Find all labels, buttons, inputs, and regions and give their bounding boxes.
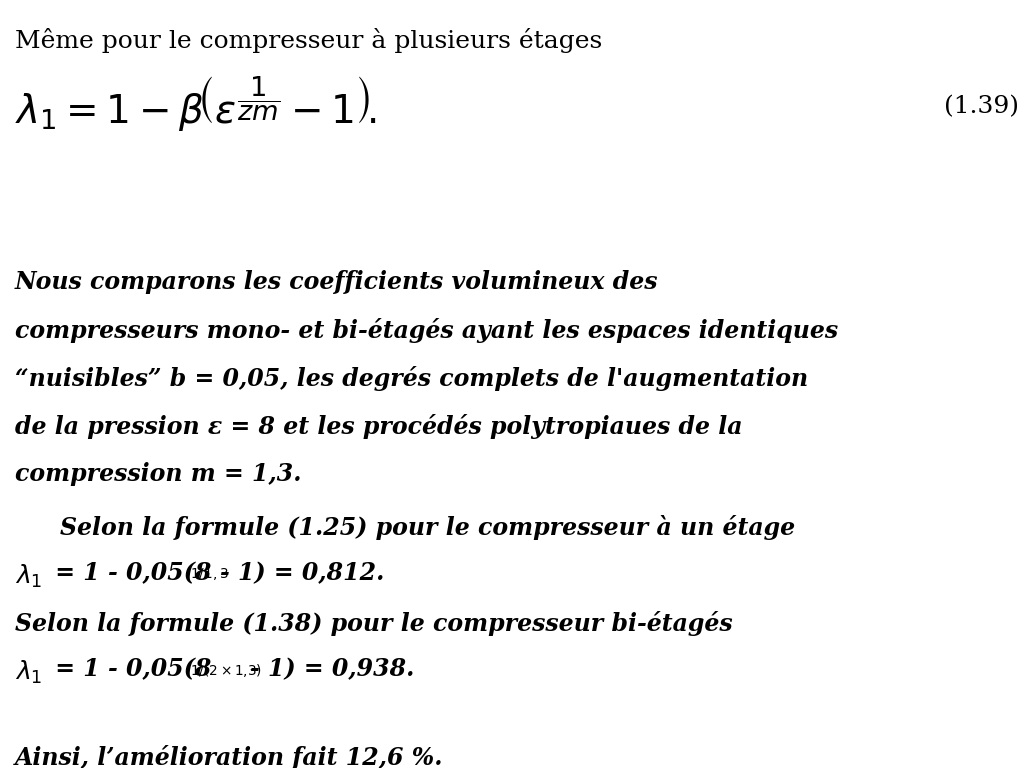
Text: $\lambda_1$: $\lambda_1$ xyxy=(15,563,42,590)
Text: = 1 - 0,05(8: = 1 - 0,05(8 xyxy=(47,561,211,585)
Text: compresseurs mono- et bi-étagés ayant les espaces identiques: compresseurs mono- et bi-étagés ayant le… xyxy=(15,318,838,343)
Text: - 1) = 0,938.: - 1) = 0,938. xyxy=(250,657,415,681)
Text: $^{1/(2\times1{,}3)}$: $^{1/(2\times1{,}3)}$ xyxy=(190,666,262,684)
Text: $\lambda_1 = 1 - \beta\!\left(\varepsilon^{\dfrac{1}{zm}} - 1\right)\!.$: $\lambda_1 = 1 - \beta\!\left(\varepsilo… xyxy=(15,75,377,134)
Text: compression m = 1,3.: compression m = 1,3. xyxy=(15,462,301,486)
Text: (1.39): (1.39) xyxy=(944,95,1019,118)
Text: Même pour le compresseur à plusieurs étages: Même pour le compresseur à plusieurs éta… xyxy=(15,28,602,53)
Text: Nous comparons les coefficients volumineux des: Nous comparons les coefficients volumine… xyxy=(15,270,658,294)
Text: $^{1/1,3}$: $^{1/1,3}$ xyxy=(190,570,228,588)
Text: de la pression ε = 8 et les procédés polytropiaues de la: de la pression ε = 8 et les procédés pol… xyxy=(15,414,742,439)
Text: Selon la formule (1.25) pour le compresseur à un étage: Selon la formule (1.25) pour le compress… xyxy=(60,515,795,540)
Text: - 1) = 0,812.: - 1) = 0,812. xyxy=(220,561,384,585)
Text: $\lambda_1$: $\lambda_1$ xyxy=(15,659,42,686)
Text: Selon la formule (1.38) pour le compresseur bi-étagés: Selon la formule (1.38) pour le compress… xyxy=(15,611,732,636)
Text: = 1 - 0,05(8: = 1 - 0,05(8 xyxy=(47,657,211,681)
Text: “nuisibles” b = 0,05, les degrés complets de l'augmentation: “nuisibles” b = 0,05, les degrés complet… xyxy=(15,366,808,391)
Text: Ainsi, l’amélioration fait 12,6 %.: Ainsi, l’amélioration fait 12,6 %. xyxy=(15,746,443,768)
